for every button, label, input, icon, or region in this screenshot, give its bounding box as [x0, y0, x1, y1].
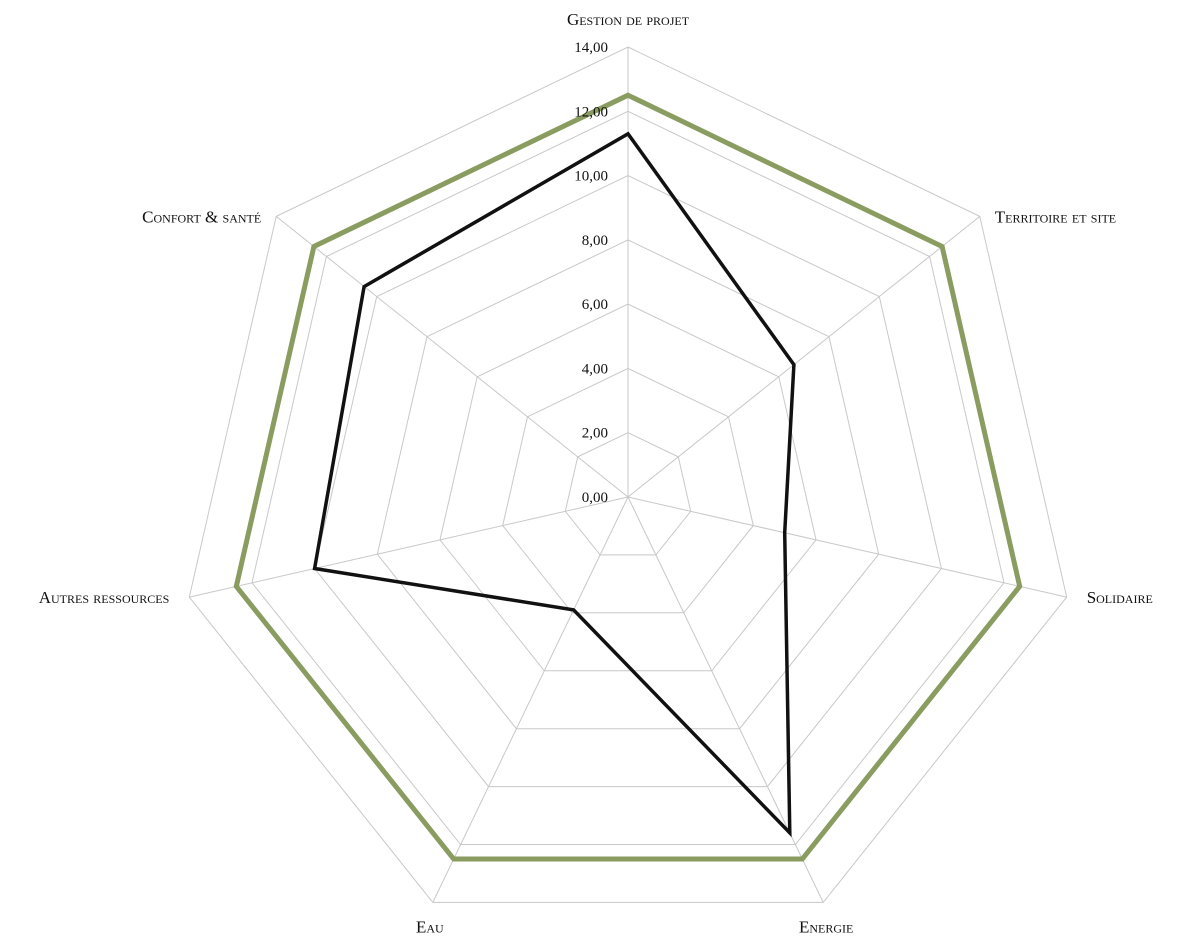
radar-grid — [188, 46, 1068, 903]
tick-label: 12,00 — [574, 104, 608, 120]
tick-label: 6,00 — [582, 297, 608, 313]
grid-spoke — [432, 496, 629, 903]
grid-spoke — [189, 496, 629, 598]
tick-label: 4,00 — [582, 361, 608, 377]
grid-spoke — [627, 496, 1067, 598]
axis-label: Gestion de projet — [567, 10, 690, 29]
grid-ring — [502, 367, 754, 614]
axis-label: Territoire et site — [995, 207, 1116, 226]
grid-spoke — [627, 496, 824, 903]
series-line-2 — [312, 131, 796, 838]
tick-label: 0,00 — [582, 490, 608, 506]
grid-ring — [439, 303, 817, 672]
grid-ring — [376, 239, 880, 730]
tick-label: 14,00 — [574, 40, 608, 56]
radar-series — [233, 92, 1023, 862]
grid-spoke — [627, 216, 981, 498]
tick-label: 10,00 — [574, 169, 608, 185]
grid-ring — [564, 432, 692, 556]
grid-ring — [188, 46, 1068, 903]
radar-spokes — [189, 47, 1067, 903]
axis-label: Eau — [416, 917, 444, 936]
axis-label: Solidaire — [1087, 588, 1153, 607]
tick-label: 2,00 — [582, 426, 608, 442]
axis-label: Energie — [799, 917, 853, 936]
grid-ring — [251, 110, 1005, 845]
tick-label: 8,00 — [582, 233, 608, 249]
axis-label: Autres ressources — [39, 588, 170, 607]
axis-label: Confort & santé — [142, 207, 261, 226]
grid-ring — [314, 175, 942, 788]
series-line-1 — [233, 92, 1023, 862]
radial-tick-labels: 0,00 2,00 4,00 6,00 8,00 10,00 12,00 14,00 — [574, 40, 608, 506]
grid-spoke — [275, 216, 629, 498]
axis-category-labels: Gestion de projet Territoire et site Solid… — [39, 10, 1153, 936]
